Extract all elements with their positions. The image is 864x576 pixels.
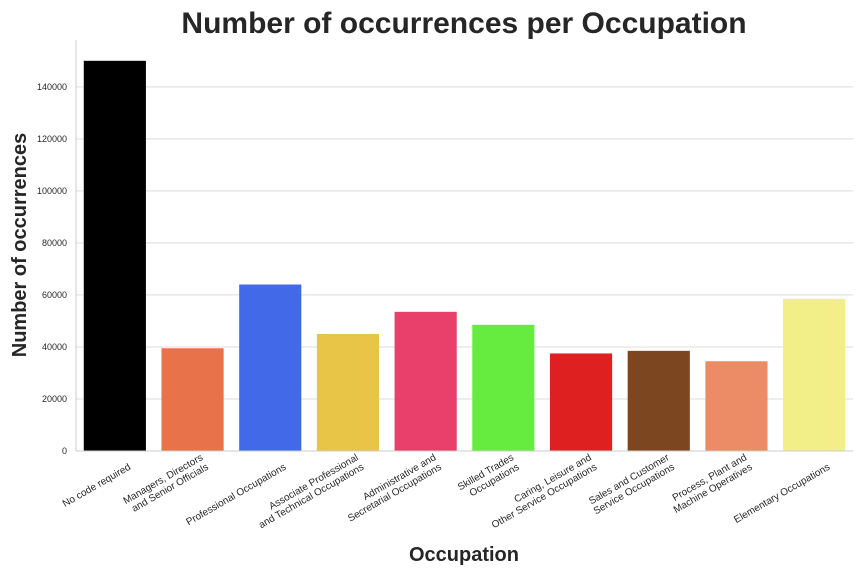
x-tick-label: Process, Plant andMachine Operatives: [666, 452, 754, 516]
y-tick-label: 120000: [37, 134, 67, 144]
x-tick-label: Managers, Directorsand Senior Officials: [122, 452, 211, 516]
bar: [316, 333, 380, 451]
bar: [239, 284, 302, 451]
y-tick-label: 140000: [37, 82, 67, 92]
y-tick-label: 40000: [42, 342, 67, 352]
x-tick-label: Skilled TradesOccupations: [456, 452, 521, 502]
y-tick-label: 80000: [42, 238, 67, 248]
y-axis-ticks: 0 20000 40000 60000 80000 100000 120000 140000: [37, 82, 67, 456]
bar: [705, 361, 768, 451]
chart-title: Number of occurrences per Occupation: [181, 7, 746, 40]
bar: [394, 311, 457, 451]
y-axis-label: Number of occurrences: [9, 133, 31, 358]
x-tick-label: Sales and CustomerService Occupations: [586, 452, 677, 517]
y-tick-label: 20000: [42, 394, 67, 404]
gridlines: [76, 86, 853, 400]
bars: [83, 60, 846, 452]
bar: [549, 353, 613, 451]
bar: [783, 298, 846, 451]
x-tick-label: No code required: [61, 462, 133, 510]
bar: [627, 350, 690, 451]
y-tick-label: 0: [62, 446, 67, 456]
y-tick-label: 100000: [37, 186, 67, 196]
bar: [83, 60, 146, 452]
y-tick-label: 60000: [42, 290, 67, 300]
bar: [161, 348, 224, 451]
bar: [472, 324, 535, 451]
x-axis-label: Occupation: [409, 544, 519, 566]
